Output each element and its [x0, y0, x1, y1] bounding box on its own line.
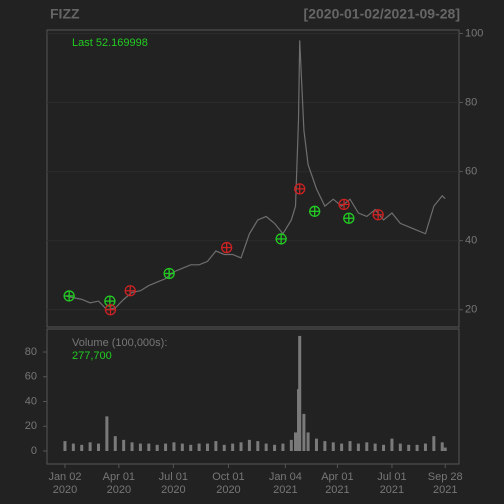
volume-title: Volume (100,000s): — [72, 337, 167, 349]
signal-marker — [343, 212, 355, 224]
x-tick-label: Jul 01 2020 — [159, 471, 188, 496]
y-tick-label: 40 — [465, 235, 477, 247]
volume-bar — [298, 335, 302, 452]
volume-bar — [415, 444, 419, 452]
volume-bar — [247, 439, 251, 452]
volume-bar — [432, 436, 436, 452]
volume-bar — [365, 442, 369, 452]
date-range: [2020-01-02/2021-09-28] — [304, 6, 460, 22]
volume-bar — [331, 442, 335, 452]
volume-bar — [113, 436, 117, 452]
price-line — [64, 40, 446, 311]
volume-bar — [147, 443, 151, 452]
volume-bar — [63, 441, 67, 452]
signal-marker — [275, 233, 287, 245]
volume-bar — [356, 443, 360, 452]
volume-bar — [214, 441, 218, 452]
signal-marker — [124, 285, 136, 297]
signal-marker — [163, 267, 175, 280]
x-tick-label: Sep 28 2021 — [428, 471, 463, 496]
volume-bar — [155, 444, 159, 452]
x-tick-label: Apr 01 2020 — [103, 471, 135, 496]
volume-bar — [423, 443, 427, 452]
y-tick-label: 60 — [465, 165, 477, 177]
y-tick-label: 80 — [25, 346, 37, 358]
signal-marker — [104, 304, 117, 316]
volume-bar — [340, 443, 344, 452]
volume-bar — [264, 443, 268, 452]
volume-bar — [205, 443, 209, 452]
volume-bar — [306, 432, 310, 452]
signal-marker — [309, 205, 321, 217]
volume-bar — [373, 443, 377, 452]
volume-bar — [294, 432, 298, 452]
volume-bar — [180, 443, 184, 452]
volume-panel — [46, 328, 460, 465]
volume-bar — [302, 413, 306, 452]
volume-bar — [407, 444, 411, 452]
signal-marker — [372, 209, 384, 221]
volume-bar — [130, 442, 134, 452]
volume-bar — [97, 443, 100, 452]
volume-bar — [71, 443, 75, 452]
volume-bar — [105, 416, 109, 452]
volume-bar — [239, 442, 243, 452]
x-tick-label: Oct 01 2020 — [212, 471, 244, 496]
last-price: Last 52.169998 — [72, 37, 148, 49]
volume-bar — [222, 444, 226, 452]
volume-bar — [398, 443, 402, 452]
x-tick-label: Jan 04 2021 — [269, 471, 302, 496]
volume-bar — [231, 443, 235, 452]
y-tick-label: 0 — [31, 445, 37, 457]
y-tick-label: 100 — [465, 27, 483, 39]
volume-bar — [189, 444, 193, 452]
y-tick-label: 20 — [25, 420, 37, 432]
volume-bar — [172, 442, 176, 452]
y-tick-label: 80 — [465, 96, 477, 108]
volume-bar — [443, 447, 447, 452]
signal-marker — [63, 290, 75, 302]
volume-bar — [348, 441, 352, 452]
volume-bar — [197, 443, 201, 452]
x-tick-label: Jan 02 2020 — [48, 471, 81, 496]
y-tick-label: 40 — [25, 395, 37, 407]
volume-bar — [440, 442, 444, 452]
volume-bar — [323, 441, 327, 452]
last-volume: 277,700 — [72, 350, 112, 362]
price-panel — [46, 29, 460, 328]
y-tick-label: 20 — [465, 304, 477, 316]
volume-bar — [281, 443, 285, 452]
signal-marker — [221, 241, 233, 254]
signal-marker — [338, 198, 350, 211]
volume-bar — [88, 442, 92, 452]
signal-marker — [294, 183, 306, 195]
x-tick-label: Jul 01 2021 — [377, 471, 406, 496]
volume-bar — [273, 444, 277, 452]
x-tick-label: Apr 01 2021 — [321, 471, 353, 496]
chart-title: FIZZ — [50, 6, 80, 22]
volume-bar — [314, 438, 318, 452]
volume-bar — [164, 443, 168, 452]
y-tick-label: 60 — [25, 371, 37, 383]
volume-bar — [138, 443, 142, 452]
volume-bar — [80, 444, 84, 452]
volume-bar — [289, 439, 293, 452]
volume-bar — [382, 444, 386, 452]
volume-bar — [256, 441, 260, 452]
volume-bar — [390, 438, 394, 452]
volume-bar — [122, 439, 126, 452]
